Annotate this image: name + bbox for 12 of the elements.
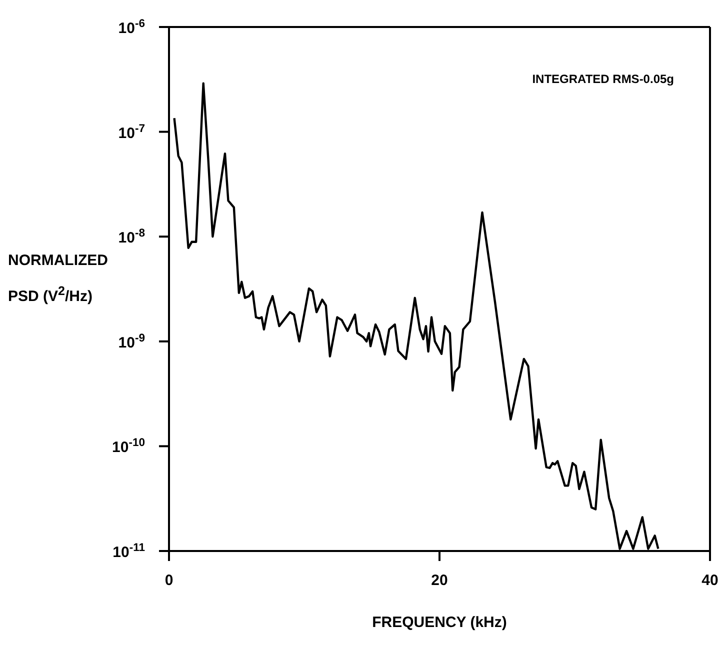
text: NORMALIZED PSD (V$^{2}$/Hz)	[8, 252, 108, 305]
x-tick-label: 0	[164, 572, 174, 589]
x-tick-label: 20	[431, 572, 448, 589]
x-tick-label: 40	[702, 572, 718, 589]
y-tick-label: 10$^{-11}$	[112, 542, 145, 561]
y-tick-label: 10$^{-7}$	[118, 122, 145, 142]
y-tick-label: 10$^{-9}$	[118, 332, 145, 352]
y-tick-label: 10$^{-8}$	[118, 228, 145, 247]
annotation: INTEGRATED RMS-0.05g	[532, 72, 674, 86]
y-tick-label: 10$^{-10}$	[112, 437, 145, 456]
x-axis-title: FREQUENCY (kHz)	[372, 614, 507, 631]
y-tick-label: 10$^{-6}$	[118, 18, 145, 37]
